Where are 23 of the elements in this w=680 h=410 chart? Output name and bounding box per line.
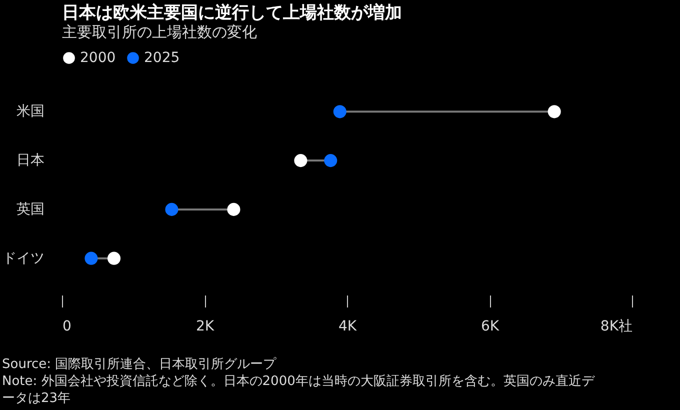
chart-title: 日本は欧米主要国に逆行して上場社数が増加	[62, 2, 402, 23]
y-tick-label: 英国	[16, 201, 44, 218]
y-tick-label: 米国	[16, 104, 44, 120]
x-tick-label: 0	[62, 318, 72, 334]
x-tick-label: 2K	[196, 318, 215, 334]
chart-subtitle: 主要取引所の上場社数の変化	[62, 23, 257, 41]
legend-label: 2025	[144, 50, 180, 66]
y-tick-label: ドイツ	[2, 250, 44, 266]
point	[84, 252, 98, 265]
point	[333, 105, 346, 118]
point	[294, 154, 308, 168]
point	[107, 252, 121, 265]
text: Note: 外国会社や投資信託など除く。日本の2000年は当時の大阪証券取引所を含む。英国のみ直近データは23年	[2, 373, 596, 407]
x-tick-label: 8K社	[600, 318, 632, 334]
point	[165, 202, 178, 216]
point	[324, 154, 338, 168]
point	[548, 105, 561, 118]
legend-label: 2000	[80, 50, 116, 66]
x-tick-label: 6K	[480, 318, 500, 334]
y-tick-label: 日本	[16, 152, 44, 169]
x-tick-label: 4K	[338, 318, 358, 334]
point	[227, 202, 240, 216]
source-note: Source: 国際取引所連合、日本取引所グループ	[2, 356, 278, 373]
